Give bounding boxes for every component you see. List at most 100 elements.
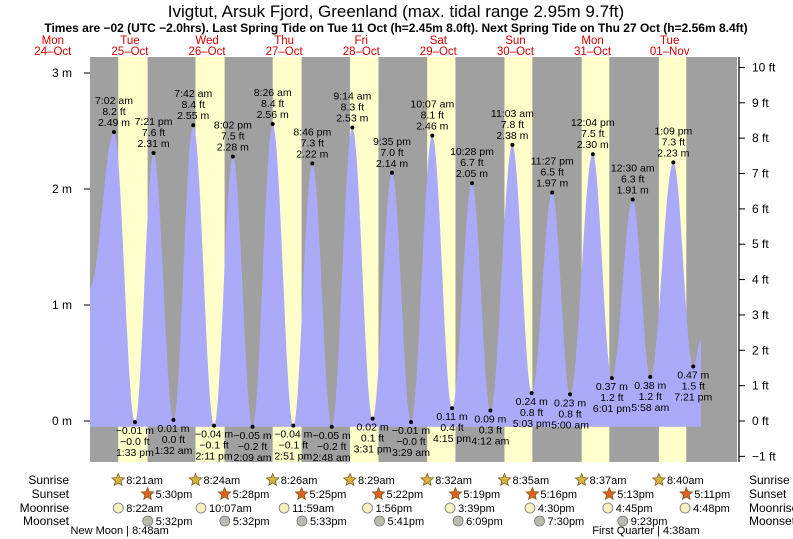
moon-phase-label: New Moon | 8:48am [71,525,169,537]
astro-star-icon [140,486,155,501]
low-tide-label: 0.3 ft [479,425,502,437]
sunset-time: 5:16pm [540,489,577,501]
high-tide-label: 11:03 am [491,108,534,120]
y-tick-label-m: 2 m [52,182,72,196]
row-label-right: Moonrise [749,501,793,515]
astro-moon-icon [617,515,629,527]
low-tide-label: 4:12 am [471,436,509,448]
high-tide-label: 7.6 ft [142,127,165,139]
moon-phase-label: First Quarter | 4:38am [592,525,699,537]
astro-moon-icon [452,515,464,527]
astro-moon-icon [374,515,385,527]
high-tide-label: 2.28 m [217,142,249,154]
extreme-dot [430,133,435,138]
low-tide-label: −0.04 m [274,429,312,441]
low-tide-label: −0.01 m [116,425,154,437]
low-tide-label: 0.8 ft [558,408,581,420]
moonrise-time: 11:59am [292,503,334,515]
high-tide-label: 7.5 ft [221,131,244,143]
day-weekday-label: Mon [581,35,603,47]
sunrise-time: 8:26am [281,475,318,487]
extreme-dot [408,420,413,425]
y-tick-label-ft: 10 ft [752,60,776,74]
low-tide-label: 0.23 m [554,397,586,409]
astro-moon-icon [195,502,207,514]
day-weekday-label: Sat [430,35,448,47]
row-label-right: Moonset [749,514,793,528]
moonset-time: 9:23pm [631,516,668,528]
y-tick-label-ft: 9 ft [752,96,769,110]
low-tide-label: 2:48 am [313,452,351,464]
extreme-dot [329,424,334,429]
low-tide-label: −0.2 ft [238,441,268,453]
moonset-time: 5:32pm [233,516,270,528]
low-tide-label: −0.05 m [233,430,271,442]
sunset-time: 5:30pm [156,489,193,501]
y-tick-label-m: 0 m [52,414,72,428]
extreme-dot [550,190,555,195]
astro-moon-icon [219,515,231,527]
y-tick-label-ft: 1 ft [752,379,769,393]
astro-star-icon [111,472,126,487]
day-weekday-label: Mon [42,35,64,47]
extreme-dot [350,125,355,130]
y-tick-label-m: 1 m [52,298,72,312]
high-tide-label: 7.5 ft [581,128,604,140]
high-tide-label: 1:09 pm [654,125,692,137]
y-tick-label-ft: −1 ft [752,449,776,463]
astro-star-icon [188,472,203,487]
extreme-dot [291,423,296,428]
moonrise-time: 4:45pm [616,503,653,515]
sunset-time: 5:13pm [617,489,654,501]
astro-star-icon [371,486,386,501]
high-tide-label: 8.1 ft [421,110,444,122]
low-tide-label: 3:29 am [392,447,430,459]
astro-moon-icon [142,515,154,527]
day-date-label: 01–Nov [650,46,690,58]
low-tide-label: 5:03 pm [513,418,551,430]
high-tide-label: 2.22 m [296,148,328,160]
sunrise-time: 8:32am [435,475,472,487]
sunset-time: 5:22pm [386,489,423,501]
astro-star-icon [265,472,280,487]
extreme-dot [191,123,196,128]
astro-star-icon [574,472,589,487]
y-tick-label-m: 3 m [52,66,72,80]
astro-star-icon [420,472,435,487]
moonset-time: 7:30pm [548,516,585,528]
day-date-label: 27–Oct [266,46,304,58]
day-date-label: 29–Oct [420,46,458,58]
low-tide-label: 0.02 m [356,422,388,434]
extreme-dot [151,151,156,156]
high-tide-label: 2.05 m [456,168,488,180]
row-label-left: Moonset [23,514,70,528]
low-tide-label: 5:00 am [551,419,589,431]
moonset-time: 5:41pm [388,516,425,528]
astro-star-icon [679,486,694,501]
high-tide-label: 8:26 am [254,87,292,99]
astro-moon-icon [534,515,545,527]
high-tide-label: 10:28 pm [450,146,494,158]
astro-star-icon [602,486,617,501]
low-tide-label: −0.04 m [195,429,233,441]
extreme-dot [270,122,275,127]
high-tide-label: 11:27 pm [531,155,574,167]
extreme-dot [230,154,235,159]
day-weekday-label: Fri [355,35,368,47]
moonrise-time: 4:30pm [538,503,575,515]
extreme-dot [488,408,493,413]
chart-subtitle: Times are −02 (UTC −2.0hrs). Last Spring… [44,21,747,35]
sunset-time: 5:11pm [694,489,730,501]
low-tide-label: 0.4 ft [440,422,463,434]
low-tide-label: 1:33 pm [116,447,154,459]
high-tide-label: 2.14 m [376,158,408,170]
chart-title: Ivigtut, Arsuk Fjord, Greenland (max. ti… [168,2,624,21]
high-tide-label: 8.4 ft [261,98,284,110]
high-tide-label: 2.31 m [138,138,170,150]
moonrise-time: 8:22am [126,503,163,515]
high-tide-label: 8.3 ft [341,102,364,114]
extreme-dot [671,160,676,165]
low-tide-label: 1:32 am [154,445,192,457]
moonset-time: 5:33pm [310,516,347,528]
extreme-dot [250,424,255,429]
